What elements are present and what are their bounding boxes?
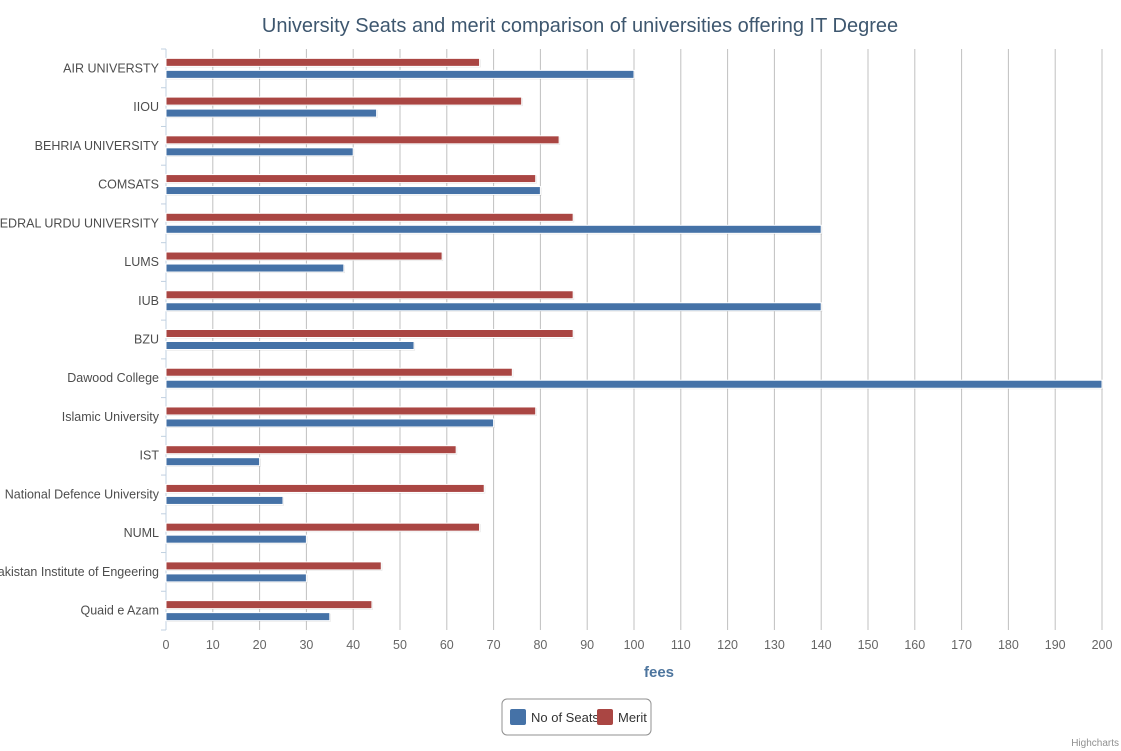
merit-bar[interactable] xyxy=(165,600,373,610)
x-tick-label: 130 xyxy=(764,638,785,652)
merit-bar[interactable] xyxy=(165,212,574,222)
category-label: IIOU xyxy=(133,100,159,114)
seats-bar[interactable] xyxy=(165,69,635,79)
seats-bar[interactable] xyxy=(165,147,354,157)
category-label: AIR UNIVERSTY xyxy=(63,61,160,75)
seats-bar[interactable] xyxy=(165,341,415,350)
legend-box xyxy=(501,698,652,736)
legend-item-label[interactable]: Merit xyxy=(618,710,647,725)
category-label: BZU xyxy=(134,333,159,347)
category-label: LUMS xyxy=(124,255,159,269)
x-tick-label: 60 xyxy=(440,638,454,652)
x-tick-label: 150 xyxy=(858,638,879,652)
merit-bar[interactable] xyxy=(165,367,513,377)
merit-bar[interactable] xyxy=(165,135,560,145)
category-label: NUML xyxy=(124,526,159,540)
x-tick-label: 180 xyxy=(998,638,1019,652)
merit-bar[interactable] xyxy=(165,96,523,106)
category-labels: AIR UNIVERSTY IIOU BEHRIA UNIVERSITY COMSAT… xyxy=(0,61,160,617)
x-tick-label: 160 xyxy=(904,638,925,652)
merit-bar[interactable] xyxy=(165,445,457,455)
x-tick-label: 110 xyxy=(671,638,691,652)
legend[interactable]: No of Seats Merit xyxy=(501,698,652,736)
merit-bar[interactable] xyxy=(165,406,537,416)
merit-bar[interactable] xyxy=(165,290,574,300)
seats-bar[interactable] xyxy=(165,495,284,505)
x-tick-label: 190 xyxy=(1045,638,1066,652)
seats-bar[interactable] xyxy=(165,573,307,583)
category-label: IST xyxy=(140,449,160,463)
category-label: National Defence University xyxy=(5,487,160,501)
x-tick-label: 0 xyxy=(163,638,170,652)
seats-bar[interactable] xyxy=(165,224,822,234)
x-tick-label: 10 xyxy=(206,638,220,652)
category-label: Quaid e Azam xyxy=(80,604,159,618)
x-tick-label: 200 xyxy=(1092,638,1113,652)
chart-title: University Seats and merit comparison of… xyxy=(262,15,898,37)
seats-bar[interactable] xyxy=(165,418,495,428)
x-axis-title: fees xyxy=(644,664,674,681)
x-tick-label: 170 xyxy=(951,638,972,652)
x-tick-label: 70 xyxy=(487,638,501,652)
credits-text[interactable]: Highcharts xyxy=(1071,738,1119,749)
legend-swatch[interactable] xyxy=(510,709,526,725)
category-label: Islamic University xyxy=(62,410,160,424)
seats-bar[interactable] xyxy=(165,108,378,118)
legend-swatch[interactable] xyxy=(597,709,613,725)
x-tick-label: 100 xyxy=(624,638,645,652)
merit-bar[interactable] xyxy=(165,329,574,338)
category-label: BEHRIA UNIVERSITY xyxy=(35,139,160,153)
merit-bar[interactable] xyxy=(165,251,443,261)
x-tick-label: 120 xyxy=(717,638,738,652)
category-label: FEDRAL URDU UNIVERSITY xyxy=(0,216,160,230)
merit-bar[interactable] xyxy=(165,522,481,532)
category-label: COMSATS xyxy=(98,178,159,192)
seats-bar[interactable] xyxy=(165,263,345,273)
merit-bar[interactable] xyxy=(165,57,481,67)
x-tick-label: 90 xyxy=(580,638,594,652)
x-tick-label: 40 xyxy=(346,638,360,652)
category-label: IUB xyxy=(138,294,159,308)
seats-bar[interactable] xyxy=(165,186,541,196)
merit-bar[interactable] xyxy=(165,561,382,571)
bar-series xyxy=(165,57,1103,622)
merit-bar[interactable] xyxy=(165,483,485,493)
seats-bar[interactable] xyxy=(165,534,307,544)
category-label: Dawood College xyxy=(67,371,159,385)
legend-item-label[interactable]: No of Seats xyxy=(531,710,599,725)
x-tick-label: 50 xyxy=(393,638,407,652)
grid-lines xyxy=(161,48,1103,631)
x-tick-label: 140 xyxy=(811,638,832,652)
seats-bar[interactable] xyxy=(165,379,1103,389)
seats-bar[interactable] xyxy=(165,612,331,622)
x-tick-label: 80 xyxy=(533,638,547,652)
seats-bar[interactable] xyxy=(165,457,261,467)
merit-bar[interactable] xyxy=(165,174,537,184)
category-label: Pakistan Institute of Engeering xyxy=(0,565,159,579)
x-tick-label: 30 xyxy=(299,638,313,652)
seats-bar[interactable] xyxy=(165,302,822,312)
x-tick-label: 20 xyxy=(253,638,267,652)
x-axis-ticks: 0 10 20 30 40 50 60 70 80 90 100 110 120 130 140 150 160… xyxy=(163,638,1113,652)
